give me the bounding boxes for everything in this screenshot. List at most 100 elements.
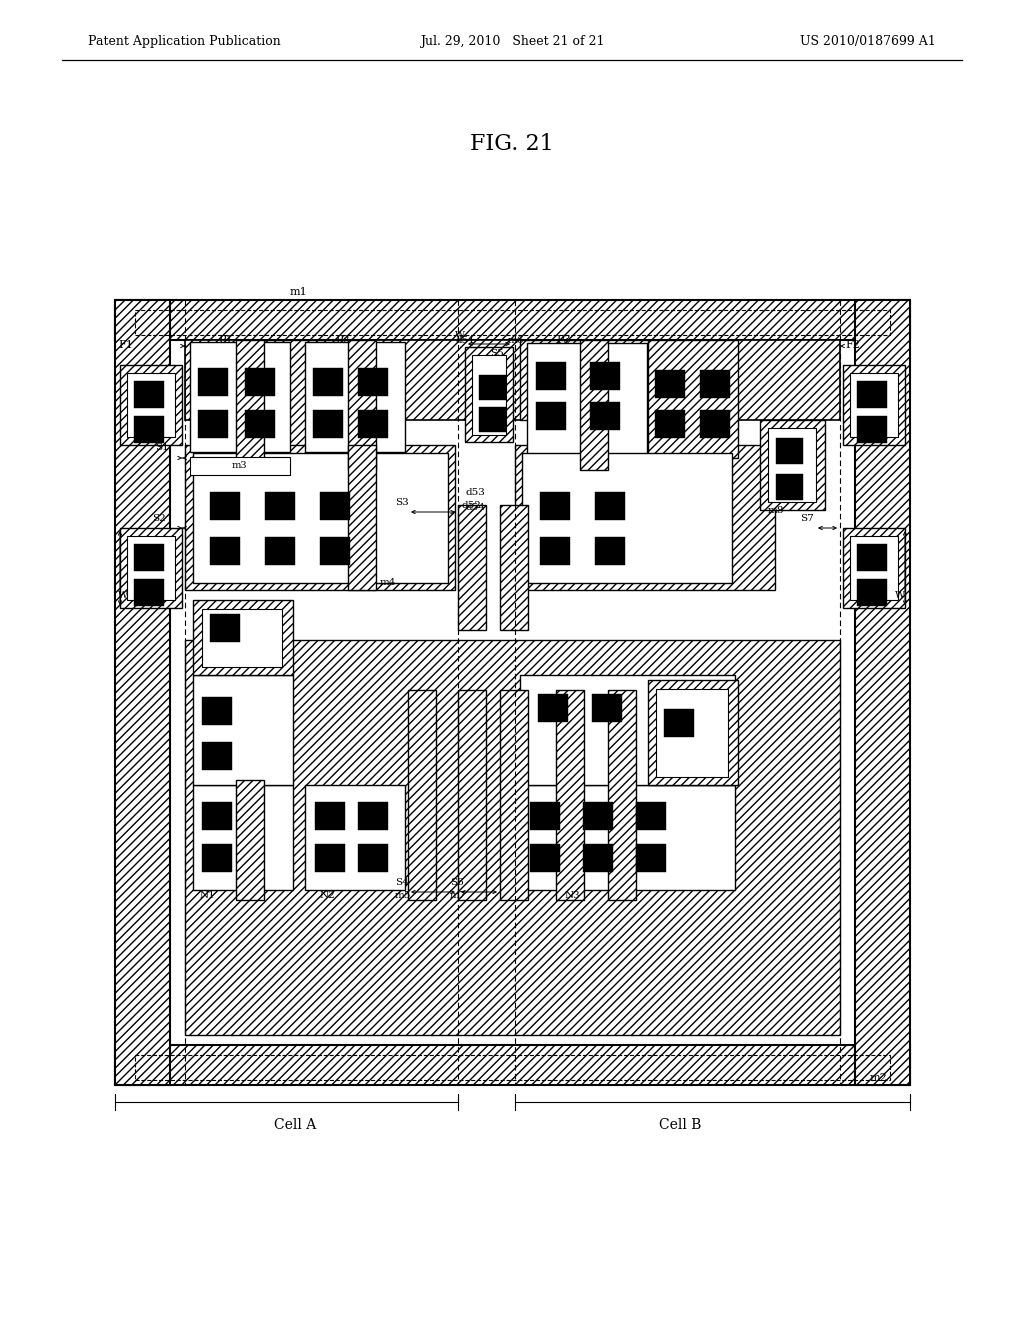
Bar — [592, 694, 622, 722]
Text: S1: S1 — [155, 444, 169, 451]
Text: S4: S4 — [395, 878, 409, 887]
Bar — [185, 445, 455, 590]
Bar — [850, 536, 898, 601]
Bar — [265, 537, 295, 565]
Bar — [472, 355, 506, 436]
Bar — [319, 492, 350, 520]
Bar — [458, 506, 486, 630]
Bar — [315, 803, 345, 830]
Bar — [855, 300, 910, 1085]
Bar — [236, 341, 264, 470]
Bar — [843, 366, 905, 445]
Text: m7: m7 — [450, 891, 466, 900]
Bar — [127, 536, 175, 601]
Bar — [530, 803, 560, 830]
Bar — [583, 803, 613, 830]
Bar — [655, 411, 685, 438]
Bar — [193, 785, 293, 890]
Bar — [768, 428, 816, 502]
Bar — [198, 411, 228, 438]
Text: S3: S3 — [395, 498, 409, 507]
Bar — [245, 411, 275, 438]
Bar — [556, 690, 584, 900]
Bar — [134, 416, 164, 444]
Bar — [522, 453, 732, 583]
Text: d54: d54 — [465, 503, 485, 512]
Bar — [236, 780, 264, 900]
Bar — [857, 416, 887, 444]
Bar — [190, 457, 290, 475]
Bar — [540, 537, 570, 565]
Bar — [479, 375, 506, 400]
Bar — [319, 537, 350, 565]
Bar — [648, 341, 738, 458]
Bar — [700, 370, 730, 399]
Text: W: W — [455, 331, 465, 341]
Bar — [305, 342, 406, 451]
Bar — [210, 537, 240, 565]
Bar — [264, 341, 348, 470]
Bar — [210, 614, 240, 642]
Bar — [540, 492, 570, 520]
Text: m5: m5 — [395, 891, 412, 900]
Bar — [198, 368, 228, 396]
Bar — [536, 362, 566, 389]
Text: Cell B: Cell B — [658, 1118, 701, 1133]
Text: S7: S7 — [800, 513, 814, 523]
Bar — [458, 690, 486, 900]
Bar — [843, 528, 905, 609]
Bar — [115, 300, 910, 341]
Bar — [700, 411, 730, 438]
Bar — [135, 1055, 890, 1080]
Bar — [348, 445, 376, 590]
Bar — [185, 640, 840, 1035]
Bar — [520, 675, 735, 785]
Text: P3: P3 — [556, 335, 570, 345]
Bar — [664, 709, 694, 737]
Bar — [358, 843, 388, 873]
Bar — [500, 506, 528, 630]
Bar — [776, 474, 803, 500]
Bar — [648, 680, 738, 785]
Bar — [358, 411, 388, 438]
Bar — [608, 690, 636, 900]
Text: F2: F2 — [845, 341, 860, 350]
Bar — [210, 492, 240, 520]
Bar — [120, 366, 182, 445]
Bar — [590, 362, 620, 389]
Bar — [656, 689, 728, 777]
Bar — [134, 579, 164, 606]
Bar — [479, 407, 506, 432]
Bar — [127, 374, 175, 437]
Bar — [655, 370, 685, 399]
Text: m6: m6 — [508, 337, 524, 345]
Bar — [580, 341, 608, 470]
Bar — [520, 341, 700, 420]
Bar — [135, 310, 890, 335]
Text: d51: d51 — [455, 337, 475, 345]
Text: m1: m1 — [290, 286, 308, 297]
Bar — [134, 381, 164, 408]
Bar — [583, 843, 613, 873]
Bar — [857, 544, 887, 572]
Bar — [193, 601, 293, 675]
Text: S5: S5 — [490, 348, 504, 358]
Bar — [358, 803, 388, 830]
Text: Cell A: Cell A — [273, 1118, 316, 1133]
Bar — [134, 544, 164, 572]
Bar — [538, 694, 568, 722]
Text: m4: m4 — [380, 578, 396, 587]
Bar — [120, 528, 182, 609]
Bar — [202, 803, 232, 830]
Bar — [515, 445, 775, 590]
Text: W: W — [118, 591, 128, 601]
Bar — [465, 347, 513, 442]
Bar — [202, 609, 282, 667]
Text: N3: N3 — [565, 891, 581, 900]
Text: F1: F1 — [118, 341, 133, 350]
Text: P1: P1 — [218, 335, 232, 345]
Bar — [536, 403, 566, 430]
Text: W: W — [895, 591, 905, 601]
Bar — [265, 492, 295, 520]
Bar — [202, 697, 232, 725]
